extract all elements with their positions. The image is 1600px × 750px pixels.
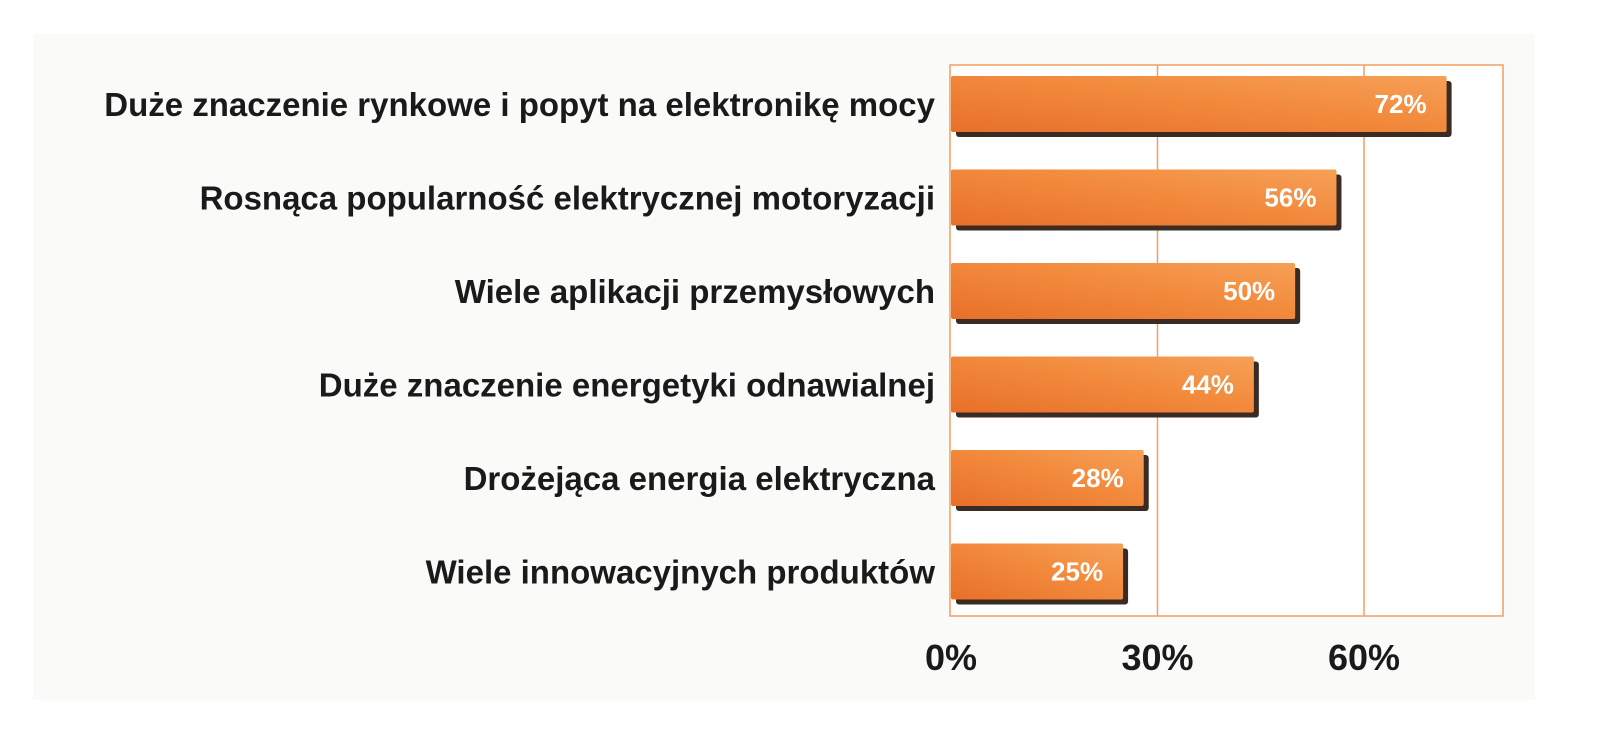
category-label: Rosnąca popularność elektrycznej motoryz… (200, 180, 935, 217)
bar (951, 169, 1337, 226)
bar (951, 450, 1144, 506)
x-tick-label: 0% (925, 637, 977, 678)
bar-value-label: 56% (1264, 183, 1316, 213)
bar-value-label: 72% (1375, 89, 1427, 119)
bar (951, 263, 1296, 319)
chart-panel: 72% Duże znaczenie rynkowe i popyt na ele… (33, 34, 1535, 700)
category-label: Drożejąca energia elektryczna (464, 460, 936, 497)
bar-chart: 72% Duże znaczenie rynkowe i popyt na ele… (104, 64, 1504, 678)
bar-value-label: 44% (1182, 370, 1234, 400)
plot-area (949, 64, 1504, 617)
x-tick-label: 60% (1328, 637, 1400, 678)
category-label: Duże znaczenie energetyki odnawialnej (319, 367, 935, 404)
bar-value-label: 50% (1223, 276, 1275, 306)
category-label: Duże znaczenie rynkowe i popyt na elektr… (104, 86, 935, 123)
bar (951, 76, 1447, 132)
category-label: Wiele innowacyjnych produktów (426, 554, 936, 591)
category-label: Wiele aplikacji przemysłowych (455, 273, 935, 310)
x-tick-label: 30% (1121, 637, 1193, 678)
bar (951, 543, 1124, 600)
bar (951, 356, 1254, 413)
bar-value-label: 25% (1051, 557, 1103, 587)
bar-value-label: 28% (1072, 463, 1124, 493)
